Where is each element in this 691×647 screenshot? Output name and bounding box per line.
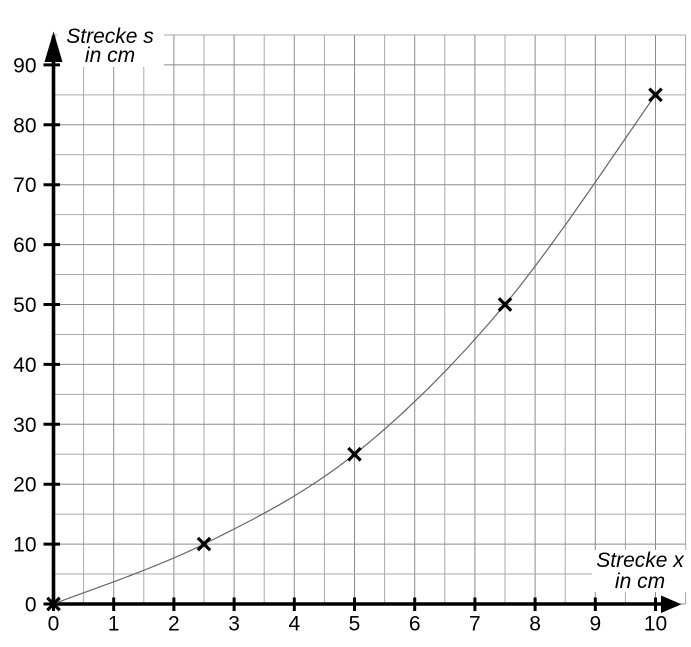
x-axis-title-line1: Strecke x	[596, 549, 685, 572]
y-axis-title-line2: in cm	[85, 44, 135, 67]
y-tick-label: 20	[13, 474, 36, 497]
x-tick-label: 6	[409, 613, 421, 636]
y-tick-label: 60	[13, 234, 36, 257]
x-axis-title-backdrop	[592, 550, 687, 592]
y-tick-label: 50	[13, 294, 36, 317]
x-tick-label: 10	[644, 613, 667, 636]
data-point-markers	[46, 87, 663, 612]
gridlines	[53, 34, 687, 605]
data-point-x-marker	[497, 297, 513, 312]
y-axis-title: Strecke s in cm	[57, 20, 164, 67]
x-axis-title-line2: in cm	[615, 570, 665, 593]
y-axis-title-line1: Strecke s	[66, 25, 154, 48]
y-tick-label: 0	[25, 594, 37, 617]
tick-labels: 0 1 2 3 4 5 6 7 8 9 10 0 10 20 30 40 50 60 70 80 90	[13, 54, 667, 635]
y-tick-label: 80	[13, 114, 36, 137]
axes	[43, 31, 682, 613]
x-tick-label: 0	[48, 613, 60, 636]
x-tick-label: 1	[108, 613, 120, 636]
y-tick-label: 90	[13, 54, 36, 77]
x-tick-label: 5	[349, 613, 361, 636]
x-tick-label: 8	[529, 613, 541, 636]
data-point-x-marker	[347, 446, 362, 462]
y-tick-label: 10	[13, 534, 36, 557]
data-point-x-marker	[648, 87, 663, 103]
x-axis-arrowhead-icon	[661, 595, 682, 613]
x-tick-label: 9	[589, 613, 601, 636]
x-tick-label: 3	[228, 613, 240, 636]
y-axis-title-backdrop	[57, 20, 164, 67]
data-point-x-marker	[46, 596, 61, 612]
x-tick-label: 7	[469, 613, 481, 636]
y-axis-arrowhead-icon	[44, 31, 63, 62]
data-point-x-marker	[196, 536, 212, 552]
x-tick-label: 4	[288, 613, 300, 636]
y-tick-label: 70	[13, 174, 36, 197]
y-tick-label: 30	[13, 414, 36, 437]
x-axis-title: Strecke x in cm	[592, 549, 687, 593]
y-tick-label: 40	[13, 354, 36, 377]
x-tick-label: 2	[168, 613, 180, 636]
